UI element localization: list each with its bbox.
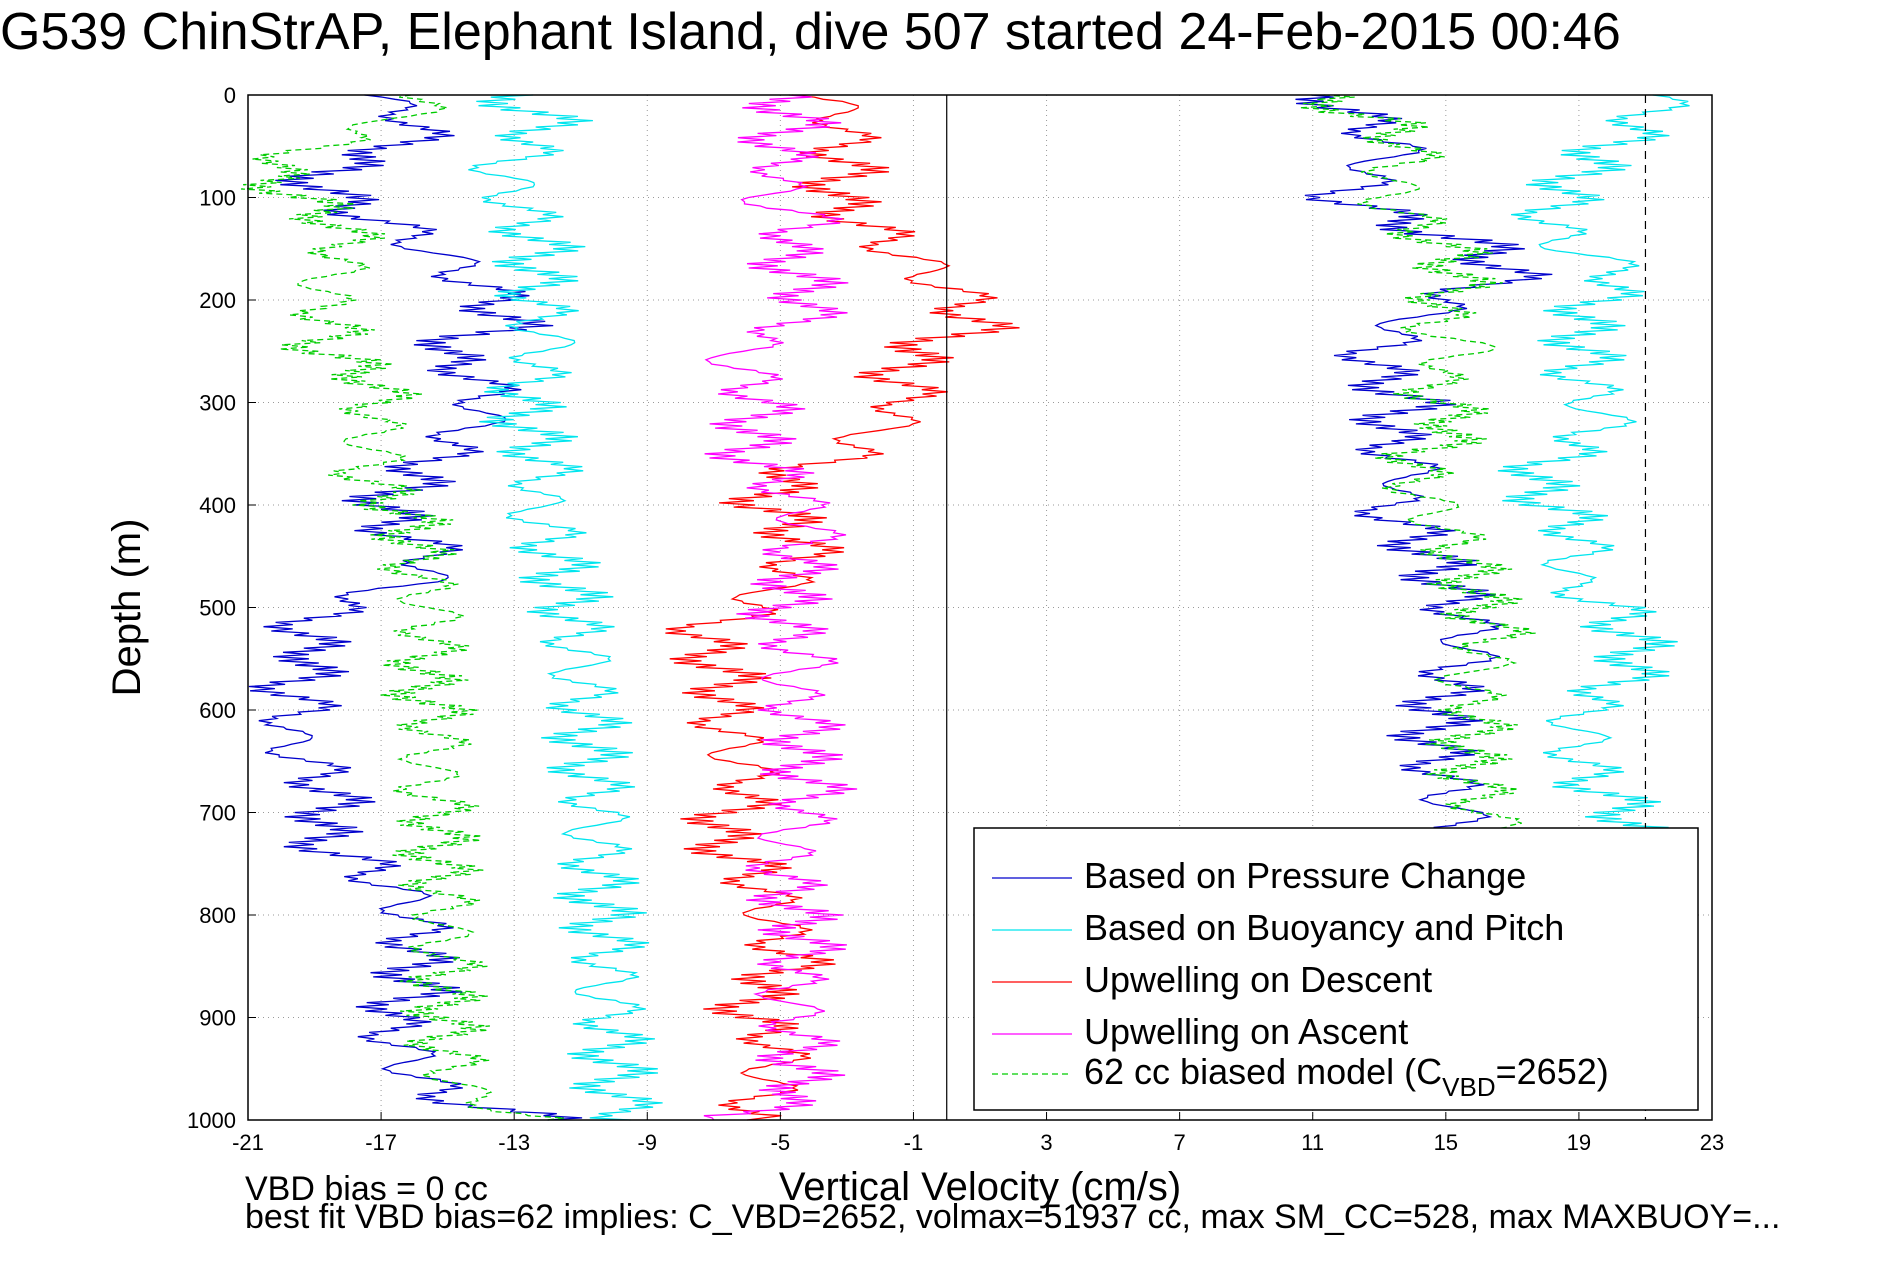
series-line-upwelling-on-descent bbox=[665, 94, 1020, 1121]
y-tick-label: 200 bbox=[199, 288, 236, 313]
x-tick-label: 11 bbox=[1301, 1130, 1324, 1155]
series-line-ascent-based-on-buoyancy-and-pitch bbox=[1497, 94, 1690, 839]
series-line-descent-based-on-buoyancy-and-pitch bbox=[468, 94, 663, 1121]
x-tick-label: 7 bbox=[1174, 1130, 1186, 1155]
x-tick-label: -13 bbox=[498, 1130, 530, 1155]
y-axis-label: Depth (m) bbox=[105, 519, 149, 697]
y-tick-label: 0 bbox=[224, 83, 236, 108]
y-tick-label: 300 bbox=[199, 391, 236, 416]
x-tick-label: 15 bbox=[1434, 1130, 1458, 1155]
y-tick-label: 1000 bbox=[187, 1108, 236, 1133]
y-tick-label: 900 bbox=[199, 1006, 236, 1031]
legend-label: Based on Buoyancy and Pitch bbox=[1084, 907, 1564, 948]
legend-label: Upwelling on Descent bbox=[1084, 959, 1432, 1000]
x-tick-label: -9 bbox=[637, 1130, 657, 1155]
x-axis-label: Vertical Velocity (cm/s) bbox=[779, 1165, 1181, 1209]
series-line-ascent-based-on-pressure-change bbox=[1295, 94, 1553, 839]
legend-label: Upwelling on Ascent bbox=[1084, 1011, 1408, 1052]
y-tick-label: 700 bbox=[199, 801, 236, 826]
x-tick-label: 19 bbox=[1567, 1130, 1591, 1155]
vbd-bias-note: VBD bias = 0 cc bbox=[245, 1170, 488, 1208]
y-tick-label: 100 bbox=[199, 186, 236, 211]
y-tick-label: 500 bbox=[199, 596, 236, 621]
y-tick-label: 600 bbox=[199, 698, 236, 723]
x-tick-label: 23 bbox=[1700, 1130, 1724, 1155]
series-layer bbox=[240, 94, 1690, 1121]
x-tick-label: -21 bbox=[232, 1130, 264, 1155]
series-line-upwelling-on-ascent bbox=[703, 94, 858, 1121]
legend-label: Based on Pressure Change bbox=[1084, 855, 1526, 896]
x-tick-label: 3 bbox=[1040, 1130, 1052, 1155]
series-line-descent-62-cc-biased-model-c bbox=[240, 94, 565, 1121]
x-tick-label: -17 bbox=[365, 1130, 397, 1155]
series-line-descent-based-on-pressure-change bbox=[248, 94, 583, 1121]
x-tick-label: -1 bbox=[904, 1130, 924, 1155]
tick-layer: -21 -17 -13 -9 -5 -1 3 7 11 15 19 23010020030040050… bbox=[187, 83, 1724, 1155]
legend-box bbox=[973, 827, 1699, 1111]
x-tick-label: -5 bbox=[771, 1130, 791, 1155]
chart-title: G539 ChinStrAP, Elephant Island, dive 50… bbox=[0, 3, 1621, 61]
series-line-ascent-62-cc-biased-model-c bbox=[1299, 94, 1536, 839]
y-tick-label: 400 bbox=[199, 493, 236, 518]
y-tick-label: 800 bbox=[199, 903, 236, 928]
best-fit-note: best fit VBD bias=62 implies: C_VBD=2652… bbox=[245, 1198, 1781, 1236]
legend: Based on Pressure Change Based on Buoyanc… bbox=[973, 827, 1699, 1111]
